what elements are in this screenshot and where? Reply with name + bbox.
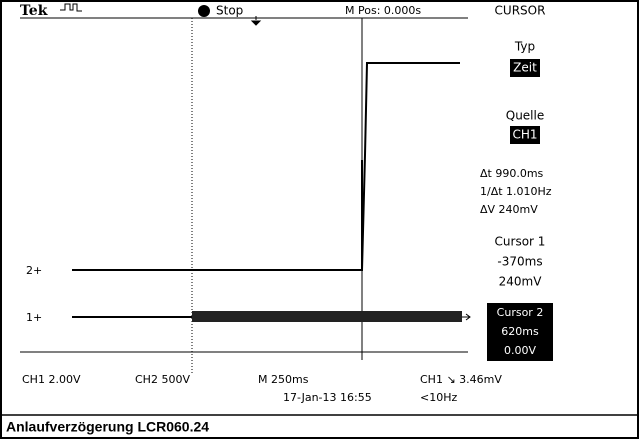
type-highlight (510, 59, 540, 77)
ch2-scale: CH2 500V (135, 373, 190, 386)
run-indicator (198, 5, 210, 17)
state: Stop (216, 4, 243, 18)
cursor1-volt: 240mV (499, 275, 543, 289)
ch2-trace (72, 62, 460, 271)
cursor2-time: 620ms (501, 325, 539, 338)
cursor2-label: Cursor 2 (497, 306, 544, 319)
position: M Pos: 0.000s (345, 4, 421, 17)
date: 17-Jan-13 16:55 (283, 391, 372, 404)
type-label: Typ (514, 40, 535, 54)
delta-v: ΔV 240mV (480, 203, 538, 216)
cursor1-time: -370ms (497, 255, 542, 269)
menu-title: CURSOR (495, 4, 546, 18)
ch1-marker: 1+ (26, 311, 42, 324)
inv-delta-t: 1/Δt 1.010Hz (480, 185, 552, 198)
brand: Tek (20, 3, 48, 19)
ch1-trigger-level (462, 313, 471, 321)
cursor2-volt: 0.00V (504, 344, 536, 357)
trigger: CH1 ↘ 3.46mV (420, 373, 502, 386)
timebase: M 250ms (258, 373, 309, 386)
ch1-scale: CH1 2.00V (22, 373, 81, 386)
ch2-marker: 2+ (26, 264, 42, 277)
delta-t: Δt 990.0ms (480, 167, 544, 180)
source-highlight (510, 126, 540, 144)
caption: Anlaufverzögerung LCR060.24 (6, 419, 209, 435)
cursor2-highlight (487, 303, 553, 361)
trigger-marker (250, 16, 262, 26)
ch1-noise (192, 311, 462, 322)
frequency: <10Hz (420, 391, 457, 404)
type-value: Zeit (513, 61, 537, 75)
cursor1-label: Cursor 1 (495, 235, 546, 249)
source-value: CH1 (512, 128, 537, 142)
source-label: Quelle (506, 109, 544, 123)
trigger-icon (60, 3, 82, 12)
